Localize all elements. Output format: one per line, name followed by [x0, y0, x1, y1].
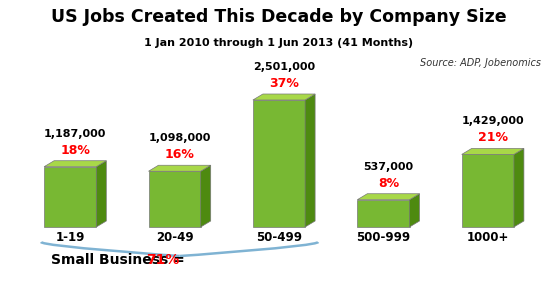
Polygon shape: [148, 165, 211, 171]
Text: 2,501,000: 2,501,000: [253, 62, 315, 72]
Text: 18%: 18%: [60, 144, 90, 157]
Text: 500-999: 500-999: [357, 231, 411, 244]
Polygon shape: [148, 171, 201, 227]
Polygon shape: [253, 94, 315, 100]
Polygon shape: [357, 200, 410, 227]
Polygon shape: [97, 161, 107, 227]
Text: 71%: 71%: [146, 253, 180, 267]
Text: 20-49: 20-49: [156, 231, 194, 244]
Polygon shape: [357, 194, 420, 200]
Text: 37%: 37%: [269, 77, 299, 90]
Text: US Jobs Created This Decade by Company Size: US Jobs Created This Decade by Company S…: [51, 8, 507, 26]
Polygon shape: [410, 194, 420, 227]
Polygon shape: [253, 100, 305, 227]
Text: 1,429,000: 1,429,000: [461, 116, 524, 126]
Text: Small Business =: Small Business =: [51, 253, 190, 267]
Polygon shape: [44, 161, 107, 167]
Text: 1 Jan 2010 through 1 Jun 2013 (41 Months): 1 Jan 2010 through 1 Jun 2013 (41 Months…: [145, 38, 413, 48]
Text: Source: ADP, Jobenomics: Source: ADP, Jobenomics: [420, 58, 541, 68]
Polygon shape: [44, 167, 97, 227]
Polygon shape: [461, 155, 514, 227]
Text: 16%: 16%: [165, 148, 195, 161]
Text: 21%: 21%: [478, 131, 508, 144]
Polygon shape: [514, 148, 524, 227]
Polygon shape: [461, 148, 524, 155]
Text: 1000+: 1000+: [466, 231, 509, 244]
Text: 1-19: 1-19: [55, 231, 85, 244]
Text: 537,000: 537,000: [363, 162, 413, 172]
Text: 50-499: 50-499: [256, 231, 302, 244]
Text: 8%: 8%: [378, 177, 399, 190]
Text: 1,187,000: 1,187,000: [44, 129, 107, 139]
Text: 1,098,000: 1,098,000: [148, 133, 211, 143]
Polygon shape: [201, 165, 211, 227]
Polygon shape: [305, 94, 315, 227]
